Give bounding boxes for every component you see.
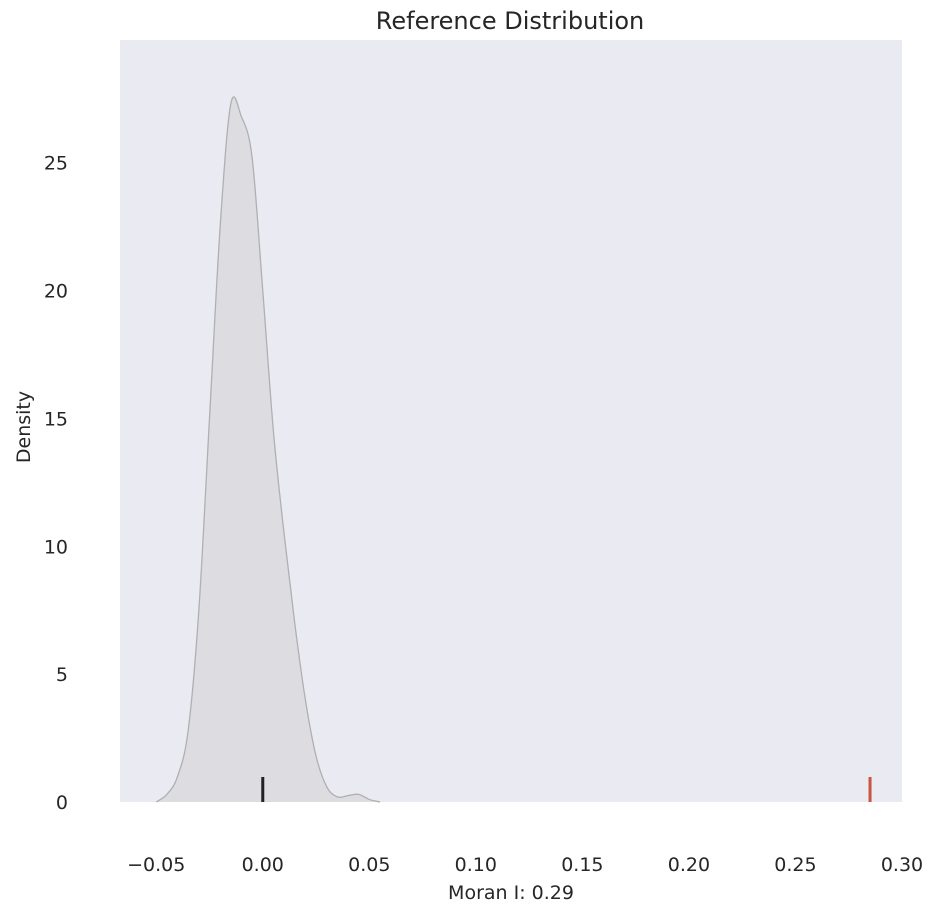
x-tick-label: 0.05 [348,854,390,876]
x-tick-labels: −0.05 0.00 0.05 0.10 0.15 0.20 0.25 0.30 [127,854,923,876]
density-line [155,96,381,803]
x-tick-label: 0.25 [774,854,816,876]
y-tick-label: 0 [56,792,68,814]
chart-title: Reference Distribution [376,7,645,35]
x-tick-label: 0.00 [242,854,284,876]
y-tick-label: 25 [44,153,68,175]
x-tick-label: 0.10 [455,854,497,876]
y-tick-label: 5 [56,664,68,686]
density-curve-layer [155,96,381,803]
x-axis-label: Moran I: 0.29 [448,882,574,904]
y-tick-label: 20 [44,281,68,303]
marker-layer [261,777,872,802]
y-axis-label: Density [13,391,35,463]
density-fill [156,96,380,803]
x-tick-label: 0.30 [881,854,923,876]
y-tick-label: 10 [44,536,68,558]
x-tick-label: 0.20 [668,854,710,876]
x-tick-label: 0.15 [561,854,603,876]
y-tick-labels: 0 5 10 15 20 25 [44,153,68,814]
y-tick-label: 15 [44,408,68,430]
x-tick-label: −0.05 [127,854,185,876]
